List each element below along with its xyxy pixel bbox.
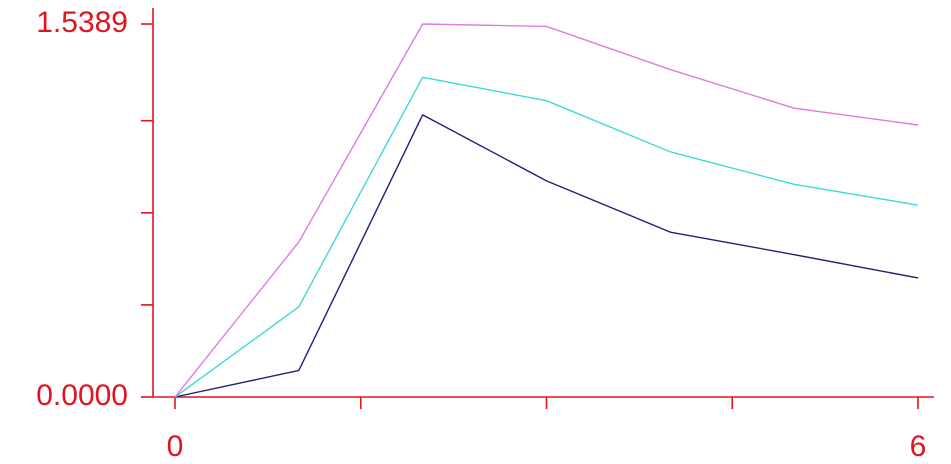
- x-tick-label: 0: [167, 430, 184, 463]
- y-tick-label: 1.5389: [36, 6, 128, 39]
- chart-series: [174, 23, 919, 398]
- chart-tick-labels: 0.0000 1.5389 0 6: [36, 6, 926, 463]
- x-tick-label: 6: [910, 430, 927, 463]
- chart-axes: [141, 8, 934, 409]
- series-line-2: [174, 76, 919, 398]
- series-line-3: [174, 23, 919, 398]
- series-line-1: [174, 114, 919, 398]
- y-tick-label: 0.0000: [36, 379, 128, 412]
